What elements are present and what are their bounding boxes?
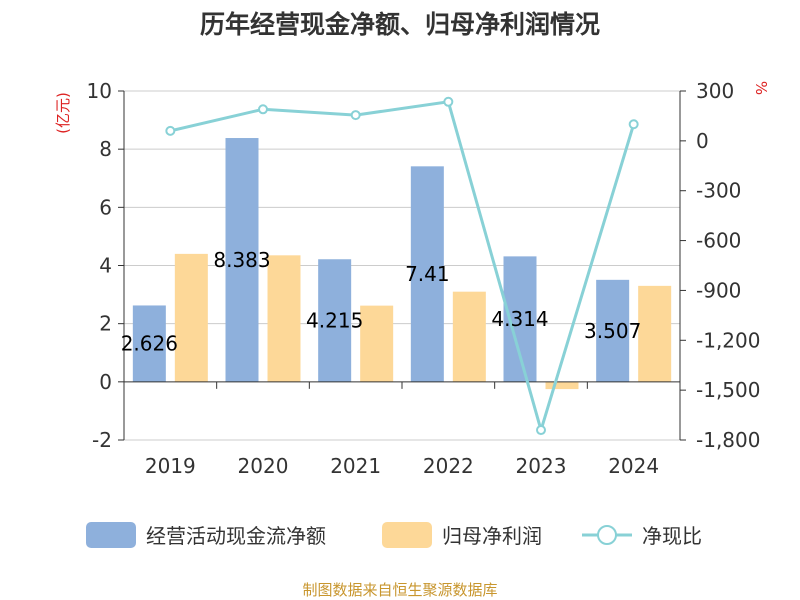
right-tick-label: -600 [696,229,741,253]
legend[interactable]: 经营活动现金流净额 归母净利润 净现比 [86,522,702,548]
right-tick-label: 0 [696,129,709,153]
legend-item-netprofit[interactable]: 归母净利润 [382,522,542,548]
right-axis-unit: % [752,81,770,95]
ratio-polyline [169,100,636,436]
ratio-point [628,119,639,130]
axes: -2 0 2 4 6 8 10 -1,800 -1,500 -1,200 -900 -600 -300 0… [87,79,761,478]
right-tick-label: -900 [696,278,741,302]
ratio-point [536,425,546,436]
data-label-cashflow: 4.215 [306,309,363,333]
chart-title: 历年经营现金净额、归母净利润情况 [200,10,600,39]
ratio-point [350,110,361,121]
left-tick-label: 6 [99,195,112,219]
left-tick-label: 4 [99,254,112,278]
data-label-cashflow: 2.626 [121,332,178,356]
bar-netprofit [267,255,301,382]
bars [132,138,672,390]
right-tick-label: -1,500 [696,378,760,402]
bar-netprofit [452,291,486,382]
grid [124,90,680,441]
left-tick-label: 0 [99,370,112,394]
left-axis-unit: (亿元) [54,92,72,134]
legend-item-cashflow[interactable]: 经营活动现金流净额 [86,522,326,548]
data-label-cashflow: 3.507 [584,319,641,343]
data-labels: 2.626 8.383 4.215 7.41 4.314 3.507 [121,248,642,356]
right-tick-label: -300 [696,179,741,203]
ratio-point [443,96,454,107]
bar-cashflow [410,166,444,382]
right-tick-label: -1,800 [696,428,760,452]
legend-item-ratio[interactable]: 净现比 [582,524,702,548]
left-tick-label: 10 [87,79,112,103]
data-label-cashflow: 8.383 [213,248,270,272]
left-tick-label: 8 [99,137,112,161]
bar-netprofit [174,253,208,382]
x-tick-label: 2020 [238,454,289,478]
legend-swatch-netprofit [382,522,432,548]
source-note: 制图数据来自恒生聚源数据库 [302,581,497,599]
legend-marker-ratio [597,525,617,545]
bar-netprofit [638,285,672,382]
legend-label-cashflow: 经营活动现金流净额 [146,524,326,548]
ratio-point [165,125,176,136]
bar-cashflow [596,279,630,382]
x-tick-label: 2022 [423,454,474,478]
data-label-cashflow: 4.314 [491,307,548,331]
data-label-cashflow: 7.41 [405,262,450,286]
x-tick-label: 2024 [608,454,659,478]
legend-label-netprofit: 归母净利润 [442,524,542,548]
right-tick-label: -1,200 [696,328,760,352]
bar-netprofit [360,305,394,382]
x-tick-label: 2021 [330,454,381,478]
bar-cashflow [318,259,352,382]
right-tick-label: 300 [696,79,734,103]
bar-cashflow [225,138,259,382]
bar-netprofit [545,381,579,390]
x-tick-label: 2023 [516,454,567,478]
left-tick-label: 2 [99,312,112,336]
x-tick-label: 2019 [145,454,196,478]
legend-swatch-cashflow [86,522,136,548]
left-tick-label: -2 [92,428,112,452]
ratio-point [258,104,268,115]
bar-cashflow [132,305,166,382]
legend-label-ratio: 净现比 [642,524,702,548]
ratio-line [165,96,639,436]
